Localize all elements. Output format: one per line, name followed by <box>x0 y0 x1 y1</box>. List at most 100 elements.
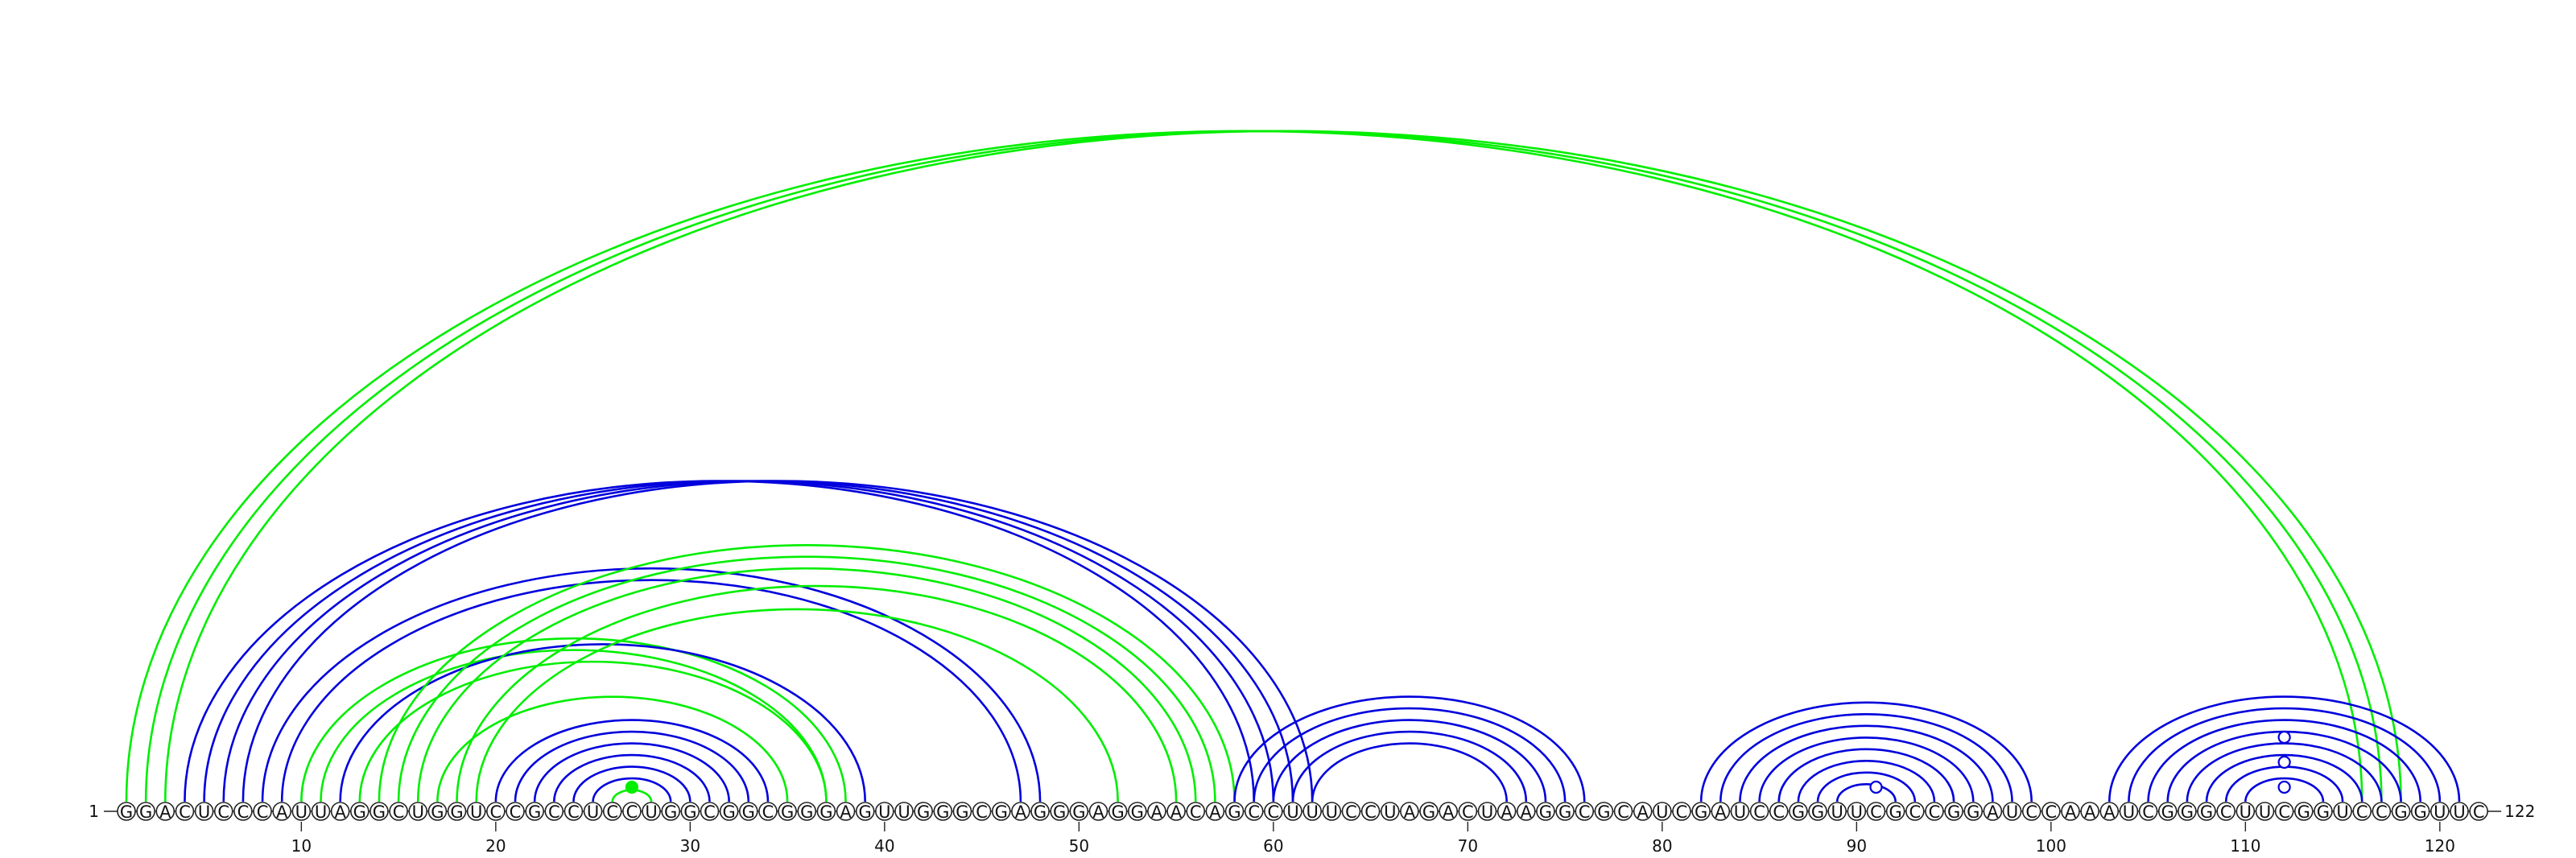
nucleotide-letter: A <box>1443 802 1455 822</box>
base-pair-arc <box>1758 736 1975 802</box>
nucleotide: U <box>1380 802 1400 822</box>
nucleotide: C <box>622 802 642 822</box>
nucleotide-circle <box>564 802 584 821</box>
nucleotide: G <box>680 802 700 822</box>
nucleotide-letter: A <box>1501 802 1513 822</box>
tick-label: 90 <box>1847 836 1867 856</box>
nucleotide-letter: G <box>1597 802 1610 822</box>
loop-marker <box>2277 755 2291 769</box>
nucleotide-circle <box>175 802 195 821</box>
nucleotide-circle <box>1963 802 1984 821</box>
nucleotide-letter: G <box>528 802 541 822</box>
nucleotide: U <box>1302 802 1322 822</box>
nucleotide-letter: C <box>704 802 716 822</box>
nucleotide-letter: C <box>2356 802 2368 822</box>
nucleotide-circle <box>1439 802 1458 821</box>
nucleotide-circle <box>1613 802 1633 821</box>
nucleotide-circle <box>583 802 603 821</box>
nucleotide-letter: G <box>995 802 1008 822</box>
nucleotide-letter: A <box>840 802 852 822</box>
nucleotide-circle <box>2197 802 2216 821</box>
nucleotide-letter: C <box>1364 802 1377 822</box>
nucleotide-circle <box>1536 802 1555 821</box>
nucleotide: G <box>1963 802 1984 822</box>
nucleotide-letter: C <box>548 802 560 822</box>
loop-marker <box>2277 780 2291 794</box>
nucleotide-circle <box>486 802 506 821</box>
nucleotide-letter: U <box>470 802 482 822</box>
loop-marker <box>2277 730 2291 745</box>
nucleotide: G <box>2178 802 2197 822</box>
sequence-start-label: 1 <box>89 802 99 821</box>
nucleotide: C <box>544 802 564 822</box>
nucleotide-letter: C <box>606 802 618 822</box>
tick-label: 110 <box>2230 836 2260 856</box>
nucleotide-circle <box>1711 802 1731 821</box>
nucleotide: C <box>1244 802 1264 822</box>
nucleotide: C <box>2021 802 2041 822</box>
nucleotide-letter: A <box>1715 802 1727 822</box>
nucleotide-circle <box>1808 802 1827 821</box>
base-pair-arc <box>126 131 2362 802</box>
nucleotide-circle <box>875 802 894 821</box>
nucleotide-letter: G <box>2394 802 2407 822</box>
base-pair-arc <box>222 480 1294 802</box>
nucleotide-circle <box>952 802 972 821</box>
nucleotide-letter: G <box>373 802 386 822</box>
nucleotide: C <box>1613 802 1633 822</box>
nucleotide-circle <box>972 802 992 821</box>
nucleotide: U <box>408 802 428 822</box>
nucleotide-circle <box>738 802 758 821</box>
nucleotide: U <box>2430 802 2450 822</box>
nucleotide: G <box>349 802 369 822</box>
base-pair-arc <box>1719 713 2013 802</box>
nucleotide-circle <box>1789 802 1808 821</box>
nucleotide-circle <box>427 802 448 821</box>
nucleotide-letter: C <box>257 802 269 822</box>
base-pair-arc <box>456 584 1178 802</box>
nucleotide-circle <box>1653 802 1672 821</box>
nucleotide-letter: G <box>1889 802 1902 822</box>
loop-markers <box>625 730 2291 794</box>
nucleotide-circle <box>661 802 681 821</box>
nucleotide-circle <box>2372 802 2392 821</box>
nucleotide-circle <box>1496 802 1517 821</box>
nucleotide-circle <box>2274 802 2294 821</box>
nucleotide: A <box>2099 802 2120 822</box>
nucleotide-letter: C <box>626 802 638 822</box>
nucleotide-letter: G <box>139 802 152 822</box>
nucleotide: G <box>991 802 1011 822</box>
base-pair-arc <box>2108 695 2461 802</box>
nucleotide-circle <box>272 802 292 821</box>
nucleotide-letter: A <box>276 802 288 822</box>
nucleotide-circle <box>1827 802 1847 821</box>
tick-label: 120 <box>2425 836 2455 856</box>
nucleotide-circle <box>2216 802 2235 821</box>
nucleotide: C <box>1458 802 1478 822</box>
nucleotide: C <box>2469 802 2488 822</box>
base-pair-arc <box>358 660 828 802</box>
nucleotide-letter: G <box>800 802 813 822</box>
nucleotide: A <box>272 802 292 822</box>
base-pair-arc <box>320 649 828 802</box>
nucleotide-circle <box>2080 802 2099 821</box>
nucleotide-circle <box>2469 802 2488 821</box>
nucleotide-circle <box>758 802 778 821</box>
nucleotide-circle <box>1517 802 1536 821</box>
nucleotide-letter: G <box>1539 802 1552 822</box>
base-pair-arc <box>2244 777 2325 802</box>
tick-label: 50 <box>1069 836 1089 856</box>
nucleotide-circle <box>1186 802 1206 821</box>
nucleotide: U <box>1322 802 1342 822</box>
nucleotide-letter: C <box>1190 802 1202 822</box>
nucleotide-circle <box>1166 802 1186 821</box>
nucleotide-circle <box>778 802 797 821</box>
nucleotide-letter: A <box>1092 802 1104 822</box>
nucleotide-letter: C <box>1773 802 1785 822</box>
nucleotide-letter: A <box>2103 802 2116 822</box>
tick-label: 10 <box>291 836 312 856</box>
nucleotide-circle <box>2333 802 2352 821</box>
nucleotide: G <box>2197 802 2216 822</box>
nucleotide: G <box>2157 802 2178 822</box>
nucleotide-letter: U <box>1306 802 1318 822</box>
